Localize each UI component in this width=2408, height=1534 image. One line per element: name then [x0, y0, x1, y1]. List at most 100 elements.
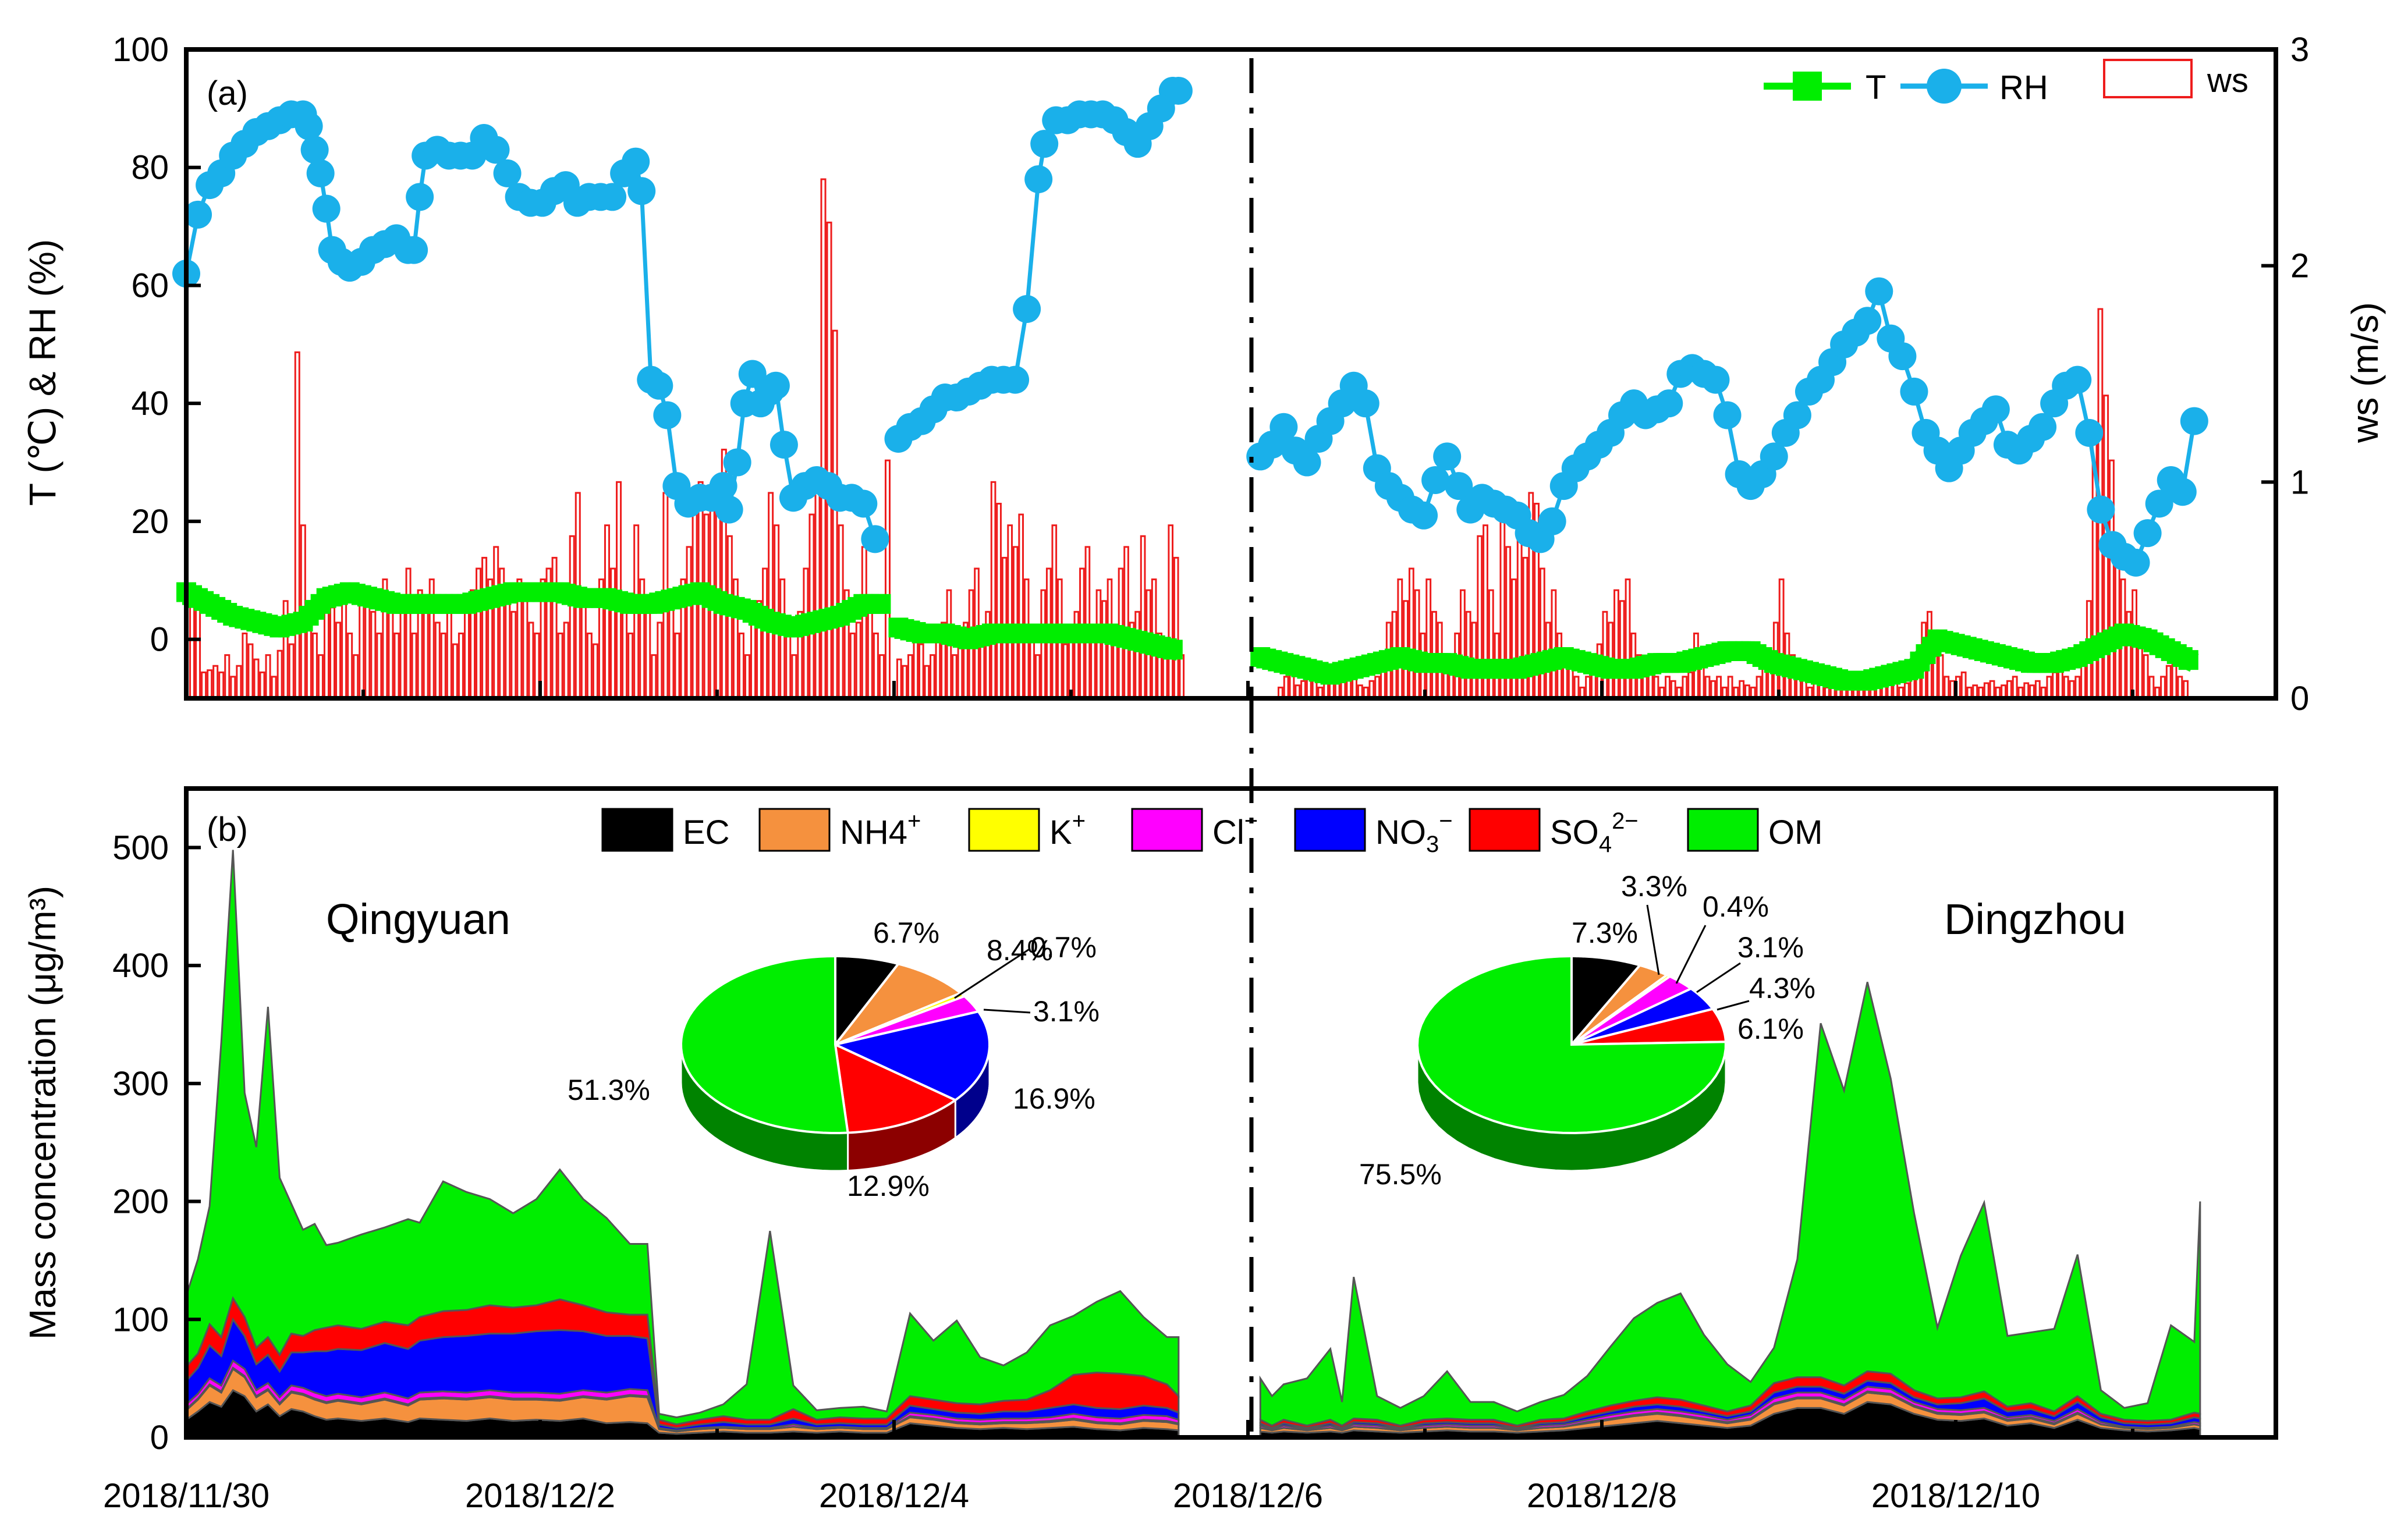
y-ticks-b: 0 100 200 300 400 500 [112, 829, 201, 1457]
rh-marker [1701, 365, 1730, 394]
pie-slice-NH4 [831, 963, 963, 1047]
rh-marker [2075, 418, 2104, 447]
rh-marker [1853, 307, 1882, 335]
panel-a-y2label: ws (m/s) [2344, 302, 2386, 443]
rh-marker [312, 194, 341, 223]
pie-label: 75.5% [1359, 1158, 1442, 1191]
pie-slice-Cl [1570, 975, 1694, 1046]
rh-marker [1001, 365, 1030, 394]
rh-marker [1269, 413, 1298, 441]
y-tick-label: 40 [131, 385, 169, 422]
y-tick-label-b: 200 [112, 1183, 169, 1221]
pie-slice-SO4 [1571, 1007, 1727, 1046]
y-tick-label: 60 [131, 267, 169, 304]
y-tick-label: 20 [131, 503, 169, 541]
rh-marker [306, 159, 335, 187]
rh-marker [1013, 295, 1041, 323]
rh-marker [2063, 365, 2092, 394]
rh-marker [1865, 277, 1893, 306]
legend-swatch-Cl [1131, 808, 1203, 852]
legend-label-Cl: Cl− [1212, 808, 1258, 851]
rh-marker [1713, 401, 1742, 429]
legend-swatch-K [968, 808, 1040, 852]
temperature-marker [871, 594, 891, 614]
panel-a-ylabel: T (℃) & RH (%) [22, 239, 63, 506]
pie-slice-NO3 [1571, 987, 1715, 1046]
y-tick-label-b: 300 [112, 1065, 169, 1103]
rh-marker [2028, 413, 2057, 441]
legend-swatch-EC [601, 808, 673, 852]
x-ticks-a [185, 681, 2134, 698]
legend-label-OM: OM [1768, 814, 1822, 851]
legend-label-K: K+ [1049, 808, 1086, 851]
pie-label: 4.3% [1749, 972, 1815, 1004]
rh-marker [1783, 401, 1811, 429]
rh-marker [481, 136, 510, 164]
panel-a-frame [184, 47, 2278, 701]
legend-label-NH4: NH4+ [840, 808, 921, 851]
rh-marker [1421, 466, 1450, 494]
pie-slice-SO4 [834, 1042, 958, 1134]
rh-marker [849, 489, 878, 518]
legend-swatch-SO4 [1469, 808, 1541, 852]
pie-label: 16.9% [1013, 1082, 1095, 1115]
site-label-dingzhou: Dingzhou [1944, 895, 2126, 943]
legend-T: T [1866, 69, 1886, 106]
rh-marker [1760, 442, 1788, 471]
rh-marker [645, 371, 673, 400]
legend-label-SO4: SO42− [1550, 808, 1639, 857]
legend-b: EC NH4+ K+ Cl− NO3− SO42− OM [601, 808, 1822, 857]
y-tick-label-b: 500 [112, 829, 169, 867]
rh-marker [1410, 501, 1438, 530]
pie-slice-OM [680, 954, 849, 1134]
legend-RH: RH [1999, 69, 2048, 106]
rh-marker [1433, 442, 1462, 471]
rh-marker [300, 136, 329, 164]
area-OM [185, 850, 1180, 1426]
legend-label-NO3: NO3− [1375, 808, 1453, 857]
pie-qingyuan: 6.7% 8.4%0.7% 3.1% 16.9% 12.9% 51.3% [568, 917, 1100, 1202]
rh-marker [598, 183, 627, 211]
y-tick-label-b: 100 [112, 1301, 169, 1338]
rh-marker [738, 360, 767, 388]
y-tick-label: 80 [131, 149, 169, 187]
pie-slice-NO3 [831, 1010, 991, 1102]
legend-swatch-NO3 [1294, 808, 1366, 852]
rh-marker [1900, 377, 1928, 406]
x-tick-label: 2018/12/2 [465, 1477, 615, 1515]
rh-marker [493, 159, 522, 187]
rh-marker [723, 448, 751, 477]
x-tick-label: 2018/12/6 [1173, 1477, 1323, 1515]
y2-tick-label: 1 [2290, 463, 2309, 501]
pie-label: 6.7% [873, 917, 939, 949]
legend-swatch-NH4 [758, 808, 831, 852]
rh-marker [295, 112, 323, 140]
pie-label: 3.1% [1737, 931, 1804, 964]
pie-label: 0.4% [1703, 890, 1769, 923]
rh-marker [1445, 472, 1473, 500]
panel-b-frame [184, 786, 2278, 1440]
composition-areas [185, 850, 2201, 1439]
rh-series [172, 76, 2208, 577]
pie-slice-NH4 [1570, 964, 1669, 1046]
rh-marker [2133, 519, 2162, 548]
rh-marker [1888, 342, 1917, 371]
rh-marker [627, 177, 656, 205]
rh-marker [406, 183, 434, 211]
y-ticks-left: 0 20 40 60 80 100 [112, 31, 201, 659]
rh-marker [1293, 448, 1321, 477]
rh-marker [2145, 489, 2173, 518]
rh-marker [184, 200, 212, 229]
rh-marker [653, 401, 682, 429]
pie-label: 0.7% [1030, 931, 1097, 964]
rh-marker [715, 495, 743, 524]
panel-a-label: (a) [207, 74, 248, 112]
x-tick-label: 2018/12/4 [819, 1477, 969, 1515]
legend-a: T RH ws [1764, 59, 2249, 106]
rh-marker [1981, 395, 2010, 424]
rh-marker [1655, 389, 1683, 418]
rh-marker [1164, 76, 1193, 105]
pie-slice-OM [1416, 954, 1727, 1134]
